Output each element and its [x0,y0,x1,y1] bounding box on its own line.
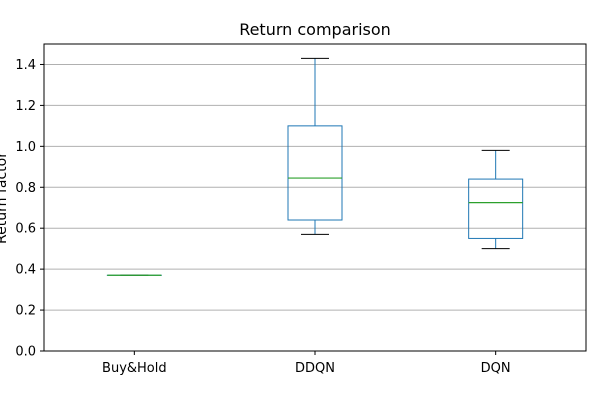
y-tick-label: 0.4 [15,263,36,278]
y-tick-label: 1.2 [15,99,36,114]
y-tick-label: 1.0 [15,140,36,155]
y-tick-label: 0.2 [15,304,36,319]
grid-lines [44,63,586,352]
box-plots [106,57,524,276]
chart-title: Return comparison [239,20,391,39]
y-tick-label: 0.8 [15,181,36,196]
y-tick-label: 0.6 [15,222,36,237]
interquartile-box [468,178,524,239]
interquartile-box [287,125,343,221]
box-dqn [468,149,524,250]
y-tick-label: 0.0 [15,345,36,360]
x-tick-label: DQN [481,361,511,376]
y-tick-label: 1.4 [15,58,36,73]
y-axis-ticks: 0.0 0.2 0.4 0.6 0.8 1.0 1.2 1.4 [15,58,44,360]
x-tick-label: DDQN [295,361,335,376]
y-axis-label: Return factor [0,152,10,244]
box-ddqn [287,57,343,235]
x-tick-label: Buy&Hold [102,361,167,376]
x-axis-ticks: Buy&Hold DDQN DQN [102,351,511,376]
